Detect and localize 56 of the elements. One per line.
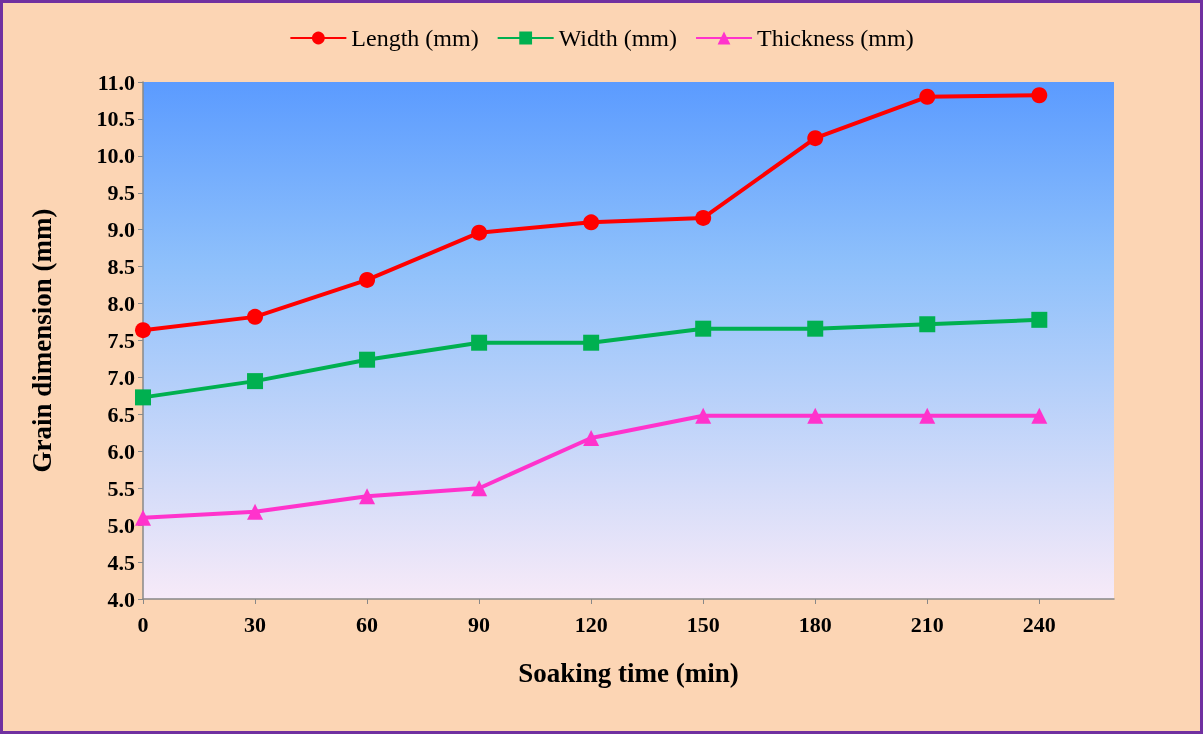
y-tick-label: 4.0 — [107, 586, 135, 612]
y-tick-label: 9.5 — [107, 180, 135, 206]
x-tick-label: 120 — [574, 611, 608, 637]
x-tick-label: 30 — [244, 611, 267, 637]
x-tick-label: 0 — [137, 611, 149, 637]
x-tick-label: 240 — [1022, 611, 1056, 637]
point — [695, 320, 712, 337]
y-tick-label: 6.5 — [107, 401, 135, 427]
point — [919, 407, 936, 424]
y-tick-label: 9.0 — [107, 217, 135, 243]
point — [135, 509, 151, 526]
point — [135, 322, 151, 339]
y-tick-label: 5.0 — [107, 512, 135, 538]
legend-label: Length (mm) — [351, 25, 479, 51]
point — [695, 209, 712, 226]
point — [1031, 311, 1048, 328]
y-tick-label: 6.0 — [107, 438, 135, 464]
y-tick-label: 8.5 — [107, 254, 135, 280]
point — [807, 130, 824, 147]
point — [247, 308, 264, 325]
point — [359, 351, 376, 368]
point — [807, 407, 824, 424]
y-tick-label: 10.5 — [96, 106, 135, 132]
point — [1031, 407, 1048, 424]
point — [1031, 87, 1048, 104]
point — [807, 320, 824, 337]
y-tick-label: 10.0 — [96, 143, 135, 169]
x-tick-label: 60 — [356, 611, 379, 637]
x-tick-label: 210 — [910, 611, 944, 637]
point — [471, 480, 488, 497]
x-tick-label: 180 — [798, 611, 832, 637]
point — [135, 389, 151, 406]
y-tick-label: 7.0 — [107, 364, 135, 390]
y-tick-label: 7.5 — [107, 328, 135, 353]
point — [471, 334, 488, 351]
point — [471, 224, 488, 241]
legend-label: Thickness (mm) — [757, 25, 914, 51]
point — [359, 271, 376, 288]
point — [247, 503, 264, 520]
y-tick-label: 8.0 — [107, 291, 135, 317]
point — [919, 316, 936, 333]
point — [919, 88, 936, 105]
point — [695, 407, 712, 424]
x-axis-title: Soaking time (min) — [518, 657, 739, 688]
y-axis-title: Grain dimension (mm) — [26, 208, 57, 473]
point — [359, 488, 376, 505]
y-tick-label: 5.5 — [107, 475, 135, 501]
point — [583, 429, 600, 446]
y-tick-label: 11.0 — [97, 69, 135, 95]
x-tick-label: 90 — [468, 611, 491, 637]
x-tick-label: 150 — [686, 611, 720, 637]
legend-label: Width (mm) — [558, 25, 678, 51]
y-tick-label: 4.5 — [107, 549, 135, 575]
point — [583, 334, 600, 351]
point — [583, 214, 600, 231]
point — [247, 373, 264, 390]
